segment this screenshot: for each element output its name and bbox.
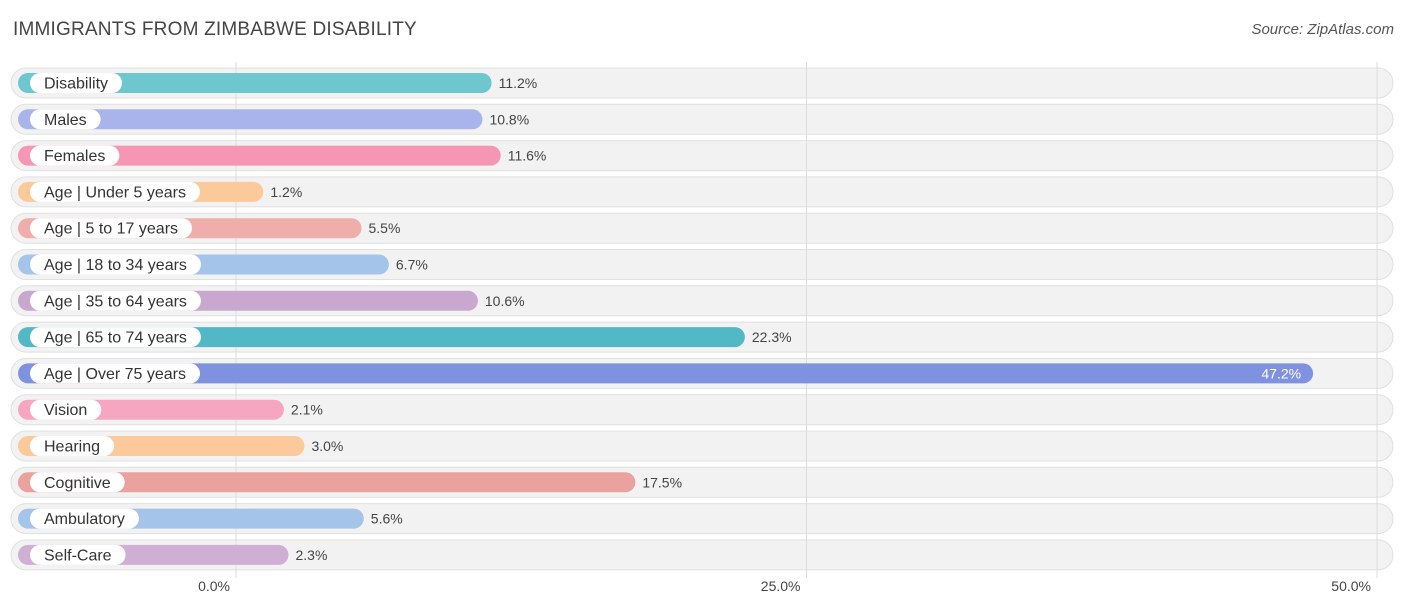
bar-value: 10.8% <box>489 111 529 127</box>
bar-label-pill <box>30 544 126 565</box>
bar-label: Self-Care <box>44 547 112 564</box>
bar-value: 2.3% <box>295 547 327 563</box>
bar-label-pill <box>30 145 120 166</box>
bar-row[interactable]: Self-Care 2.3% <box>18 544 327 565</box>
bar-label: Hearing <box>44 439 100 456</box>
bar-label: Vision <box>44 402 87 419</box>
bar-row[interactable]: Males 10.8% <box>18 109 529 130</box>
bar-value: 22.3% <box>752 329 792 345</box>
bar-label: Age | 35 to 64 years <box>44 293 187 310</box>
bar-label-pill <box>30 399 102 420</box>
bar-value: 5.5% <box>369 220 401 236</box>
bar-label: Age | 65 to 74 years <box>44 330 187 347</box>
bar-label: Females <box>44 148 105 165</box>
x-tick-label: 25.0% <box>761 578 801 594</box>
row-background <box>10 430 1394 462</box>
bar-label-pill <box>30 290 201 311</box>
bar-row[interactable]: Age | Over 75 years 47.2% <box>18 363 1314 384</box>
bar-row[interactable]: Disability 11.2% <box>18 73 537 93</box>
bar-row[interactable]: Vision 2.1% <box>18 399 323 420</box>
bar-value: 1.2% <box>270 184 302 200</box>
bar-label-pill <box>30 363 200 384</box>
bar[interactable] <box>18 327 745 348</box>
bar-value: 3.0% <box>311 438 343 454</box>
bar-value: 5.6% <box>371 511 403 527</box>
bar-label: Ambulatory <box>44 511 125 528</box>
bar-label-pill <box>30 218 193 239</box>
bar-label: Age | Under 5 years <box>44 184 186 201</box>
bar-value: 17.5% <box>642 474 682 490</box>
gridlines <box>235 62 1378 578</box>
bar-label: Disability <box>44 76 108 93</box>
chart-title: IMMIGRANTS FROM ZIMBABWE DISABILITY <box>13 19 417 40</box>
bar-row[interactable]: Females 11.6% <box>18 145 547 166</box>
bar-value: 47.2% <box>1261 365 1301 381</box>
bar-value: 2.1% <box>291 402 323 418</box>
bar-label-pill <box>30 508 139 529</box>
chart-source: Source: ZipAtlas.com <box>1251 21 1394 38</box>
row-background <box>10 394 1394 426</box>
bar-label-pill <box>30 73 123 93</box>
x-tick-label: 0.0% <box>198 578 230 594</box>
bar-label: Males <box>44 112 87 129</box>
bar-label: Age | 5 to 17 years <box>44 221 178 238</box>
bar-label-pill <box>30 327 201 348</box>
bar[interactable] <box>18 73 492 93</box>
row-backgrounds <box>10 67 1394 571</box>
x-tick-label: 50.0% <box>1331 578 1371 594</box>
bar[interactable] <box>18 109 483 130</box>
bar-row[interactable]: Age | Under 5 years 1.2% <box>18 181 302 202</box>
row-background <box>10 539 1394 571</box>
bar-value: 6.7% <box>396 257 428 273</box>
bar-label-pill <box>30 472 125 493</box>
bar-value: 11.6% <box>508 148 547 164</box>
bar-label-pill <box>30 436 115 456</box>
bar-label: Age | Over 75 years <box>44 366 186 383</box>
bar-row[interactable]: Cognitive 17.5% <box>18 472 682 493</box>
bar[interactable] <box>18 363 1314 384</box>
x-axis: 0.0% 25.0% 50.0% <box>198 578 1371 594</box>
bar-row[interactable]: Age | 65 to 74 years 22.3% <box>18 327 792 348</box>
bar-row[interactable]: Age | 35 to 64 years 10.6% <box>18 290 525 311</box>
bar-row[interactable]: Age | 5 to 17 years 5.5% <box>18 218 401 239</box>
bar-row[interactable]: Hearing 3.0% <box>18 436 343 456</box>
bar-label: Age | 18 to 34 years <box>44 257 187 274</box>
row-background <box>10 176 1394 208</box>
bar-row[interactable]: Age | 18 to 34 years 6.7% <box>18 254 428 275</box>
bar-value: 10.6% <box>485 293 525 309</box>
bar-label-pill <box>30 109 101 130</box>
bar-label: Cognitive <box>44 475 111 492</box>
bar-row[interactable]: Ambulatory 5.6% <box>18 508 403 529</box>
bar-label-pill <box>30 181 201 202</box>
bar[interactable] <box>18 145 501 166</box>
bar[interactable] <box>18 472 636 493</box>
bar-label-pill <box>30 254 201 275</box>
bar-value: 11.2% <box>499 75 538 91</box>
